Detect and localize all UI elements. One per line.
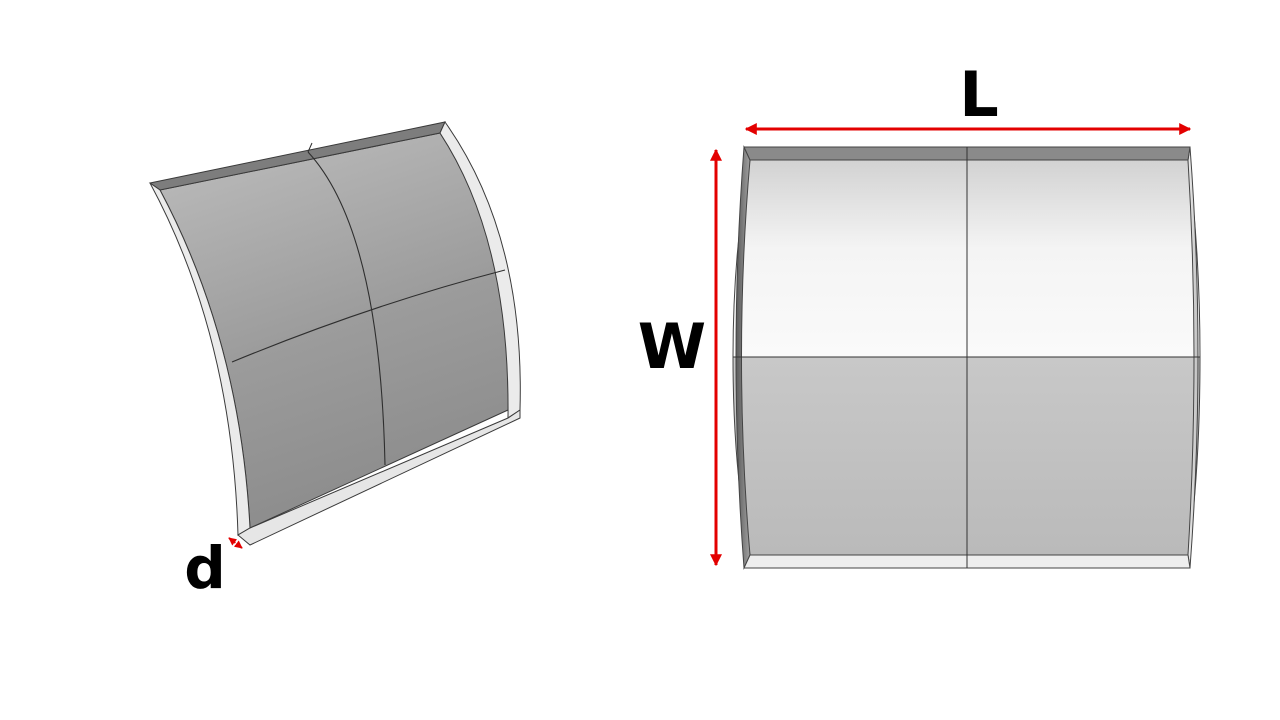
width-label: W bbox=[638, 310, 706, 383]
thickness-label: d bbox=[184, 534, 226, 602]
isometric-plate-view: d bbox=[148, 121, 521, 602]
isometric-top-edge-divider bbox=[307, 142, 313, 153]
isometric-vertical-divider bbox=[307, 151, 386, 466]
thickness-dimension-arrow bbox=[228, 537, 243, 549]
isometric-horizontal-divider bbox=[231, 269, 506, 363]
length-label: L bbox=[959, 58, 999, 131]
isometric-bottom-edge bbox=[237, 409, 521, 546]
front-view: L W bbox=[638, 58, 1201, 570]
